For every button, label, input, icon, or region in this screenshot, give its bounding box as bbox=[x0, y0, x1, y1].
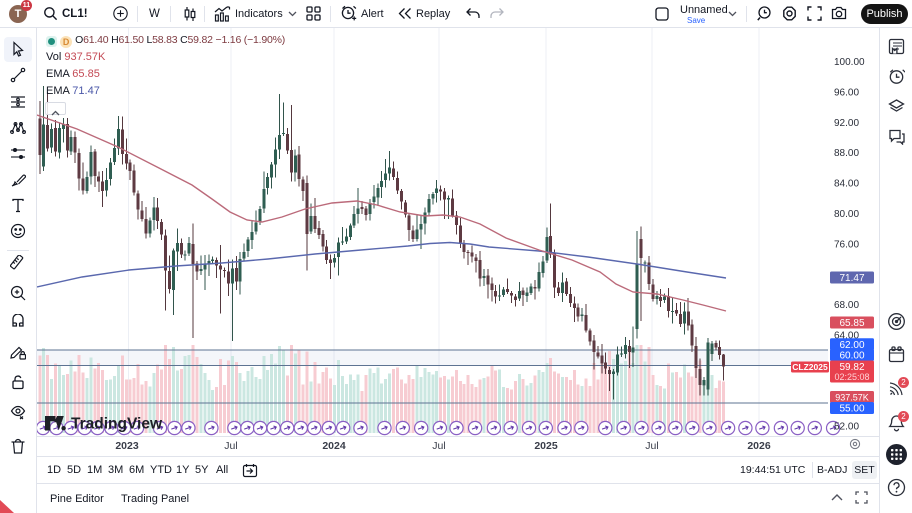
svg-text:71.47: 71.47 bbox=[839, 273, 864, 284]
svg-text:Jul: Jul bbox=[432, 440, 445, 452]
svg-text:52.00: 52.00 bbox=[834, 422, 859, 433]
svg-text:937.57K: 937.57K bbox=[835, 393, 869, 403]
svg-text:60.00: 60.00 bbox=[839, 351, 864, 362]
svg-text:Jul: Jul bbox=[224, 440, 237, 452]
svg-text:80.00: 80.00 bbox=[834, 209, 859, 220]
svg-text:68.00: 68.00 bbox=[834, 300, 859, 311]
svg-text:Jul: Jul bbox=[645, 440, 658, 452]
svg-text:84.00: 84.00 bbox=[834, 179, 859, 190]
svg-text:2026: 2026 bbox=[747, 440, 771, 452]
svg-text:65.85: 65.85 bbox=[839, 318, 864, 329]
svg-text:2023: 2023 bbox=[115, 440, 139, 452]
svg-text:2024: 2024 bbox=[322, 440, 346, 452]
svg-text:59.82: 59.82 bbox=[839, 362, 864, 373]
svg-text:62.00: 62.00 bbox=[839, 340, 864, 351]
svg-text:88.00: 88.00 bbox=[834, 148, 859, 159]
svg-text:92.00: 92.00 bbox=[834, 118, 859, 129]
svg-text:100.00: 100.00 bbox=[834, 57, 865, 68]
svg-text:TradingView: TradingView bbox=[71, 416, 163, 433]
svg-text:2025: 2025 bbox=[534, 440, 558, 452]
svg-text:76.00: 76.00 bbox=[834, 239, 859, 250]
svg-text:96.00: 96.00 bbox=[834, 88, 859, 99]
svg-text:CLZ2025: CLZ2025 bbox=[792, 362, 828, 372]
svg-text:55.00: 55.00 bbox=[839, 404, 864, 415]
svg-text:02:25:08: 02:25:08 bbox=[834, 372, 869, 382]
svg-text:64.00: 64.00 bbox=[834, 330, 859, 341]
